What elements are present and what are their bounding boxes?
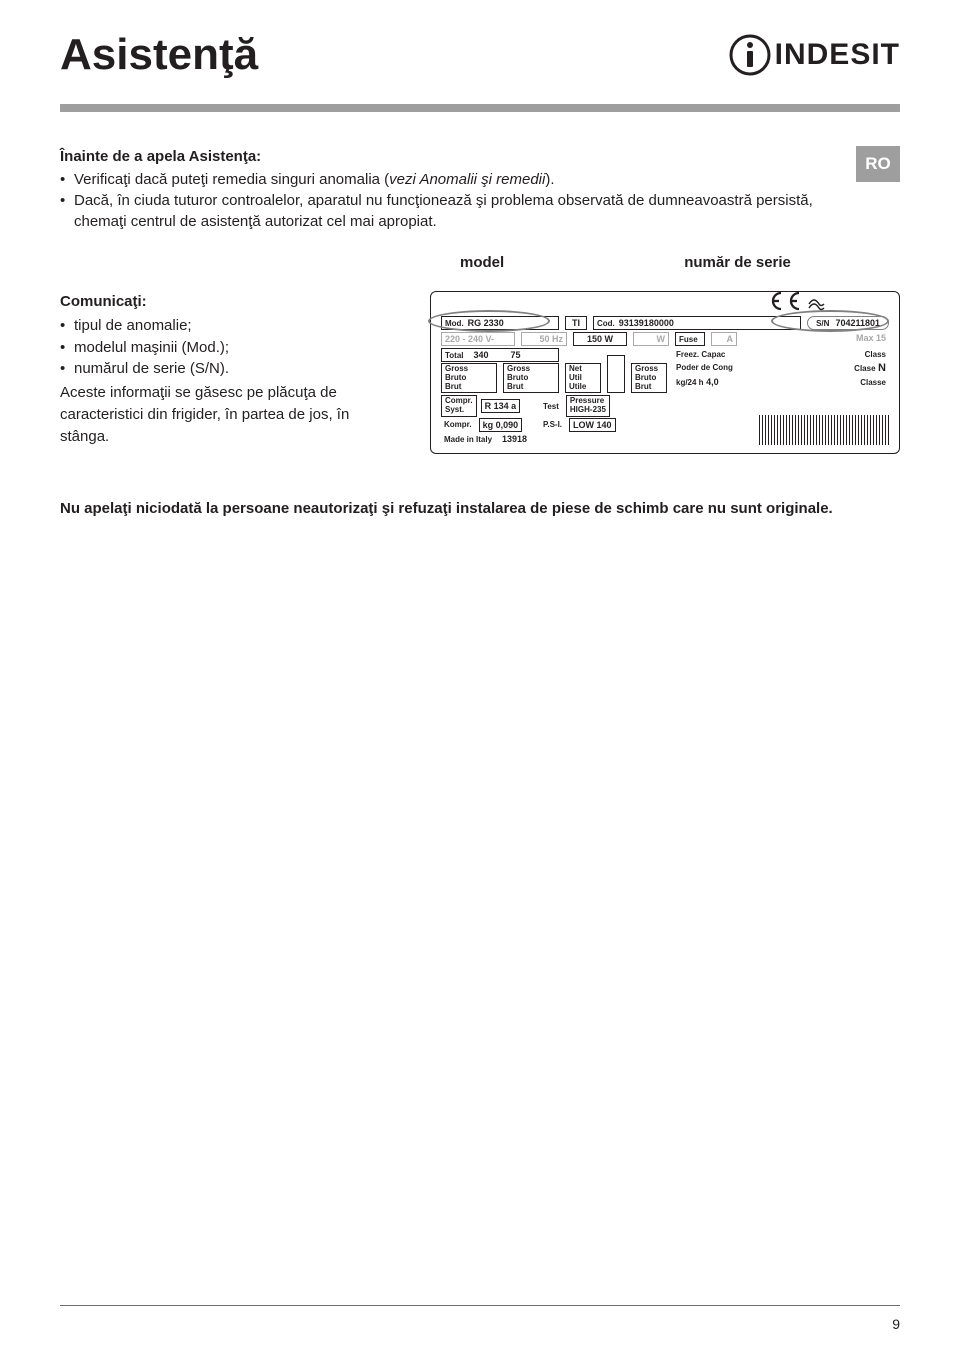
footer-divider: [60, 1305, 900, 1306]
intro-b1-post: ).: [545, 171, 554, 188]
plate-compr: Compr. Syst.: [441, 395, 477, 417]
plate-cod-value: 93139180000: [619, 318, 674, 328]
ce-mark: [769, 290, 829, 318]
language-badge: RO: [856, 146, 900, 182]
plate-test: Test: [543, 402, 559, 411]
plate-gap1: [607, 355, 625, 393]
plate-watts: 150 W: [587, 334, 613, 344]
plate-freez: Freez. Capac: [676, 350, 725, 359]
intro-heading: Înainte de a apela Asistenţa:: [60, 146, 838, 167]
page-title: Asistenţă: [60, 30, 258, 80]
plate-cod-label: Cod.: [597, 319, 615, 328]
brand-logo: INDESIT: [729, 34, 900, 76]
intro-bullet-1: Verificaţi dacă puteţi remedia singuri a…: [60, 169, 838, 190]
plate-kompr: Kompr.: [444, 420, 472, 429]
plate-sn-value: 704211801: [835, 318, 880, 328]
plate-r134: R 134 a: [485, 401, 517, 411]
intro-bullets: Verificaţi dacă puteţi remedia singuri a…: [60, 169, 838, 232]
communicate-heading: Comunicaţi:: [60, 291, 400, 313]
intro-b1-pre: Verificaţi dacă puteţi remedia singuri a…: [74, 171, 389, 188]
warning-text: Nu apelaţi niciodată la persoane neautor…: [60, 498, 900, 519]
communicate-block: Comunicaţi: tipul de anomalie; modelul m…: [60, 291, 400, 447]
brand-text: INDESIT: [775, 38, 900, 72]
plate-kg24-v: 4,0: [706, 377, 719, 387]
comm-b3: numărul de serie (S/N).: [60, 358, 400, 380]
plate-kg: kg 0,090: [483, 420, 519, 430]
page-number: 9: [892, 1316, 900, 1332]
intro-bullet-2: Dacă, în ciuda tuturor controalelor, apa…: [60, 190, 838, 232]
plate-low: LOW 140: [573, 420, 612, 430]
plate-volts: 220 - 240 V-: [445, 334, 494, 344]
barcode: [759, 415, 889, 445]
rating-plate: Mod. RG 2330 TI Cod. 93139180000 S/N 704211…: [430, 291, 900, 454]
plate-total-v2: 75: [511, 350, 521, 360]
plate-net: Net Util Utile: [565, 363, 601, 393]
plate-total-v1: 340: [474, 350, 489, 360]
serial-label: număr de serie: [684, 254, 791, 271]
plate-fuse: Fuse: [679, 335, 698, 344]
plate-classe: Classe: [860, 378, 886, 387]
intro-b1-italic: vezi Anomalii şi remedii: [389, 171, 545, 188]
plate-w2: W: [657, 334, 666, 344]
plate-gross1: Gross Bruto Brut: [441, 363, 497, 393]
comm-b2: modelul maşinii (Mod.);: [60, 337, 400, 359]
plate-class: Class: [865, 350, 886, 359]
plate-max: Max 15: [856, 333, 886, 343]
plate-pressure: Pressure HIGH-235: [566, 395, 610, 417]
plate-made-v: 13918: [502, 434, 527, 444]
model-serial-labels: model număr de serie: [60, 254, 900, 271]
plate-gross3: Gross Bruto Brut: [631, 363, 667, 393]
comm-b1: tipul de anomalie;: [60, 315, 400, 337]
communicate-desc: Aceste informaţii se găsesc pe plăcuţa d…: [60, 382, 400, 447]
plate-total-label: Total: [445, 351, 464, 360]
plate-sn-label: S/N: [816, 319, 829, 328]
plate-kg24: kg/24 h: [676, 378, 704, 387]
model-label: model: [460, 254, 504, 271]
plate-ti: TI: [572, 318, 580, 328]
plate-psi: P.S-I.: [543, 420, 562, 429]
plate-clase: Clase: [854, 364, 875, 373]
plate-hz: 50 Hz: [539, 334, 563, 344]
plate-made: Made in Italy: [444, 435, 492, 444]
plate-a: A: [727, 334, 734, 344]
plate-poder: Poder de Cong: [676, 363, 733, 372]
plate-mod-value: RG 2330: [468, 318, 504, 328]
plate-gross2: Gross Bruto Brut: [503, 363, 559, 393]
header-divider: [60, 104, 900, 112]
plate-clase-v: N: [878, 362, 886, 374]
info-icon: [729, 34, 771, 76]
plate-mod-label: Mod.: [445, 319, 464, 328]
intro-block: Înainte de a apela Asistenţa: Verificaţi…: [60, 146, 838, 232]
communicate-bullets: tipul de anomalie; modelul maşinii (Mod.…: [60, 315, 400, 380]
